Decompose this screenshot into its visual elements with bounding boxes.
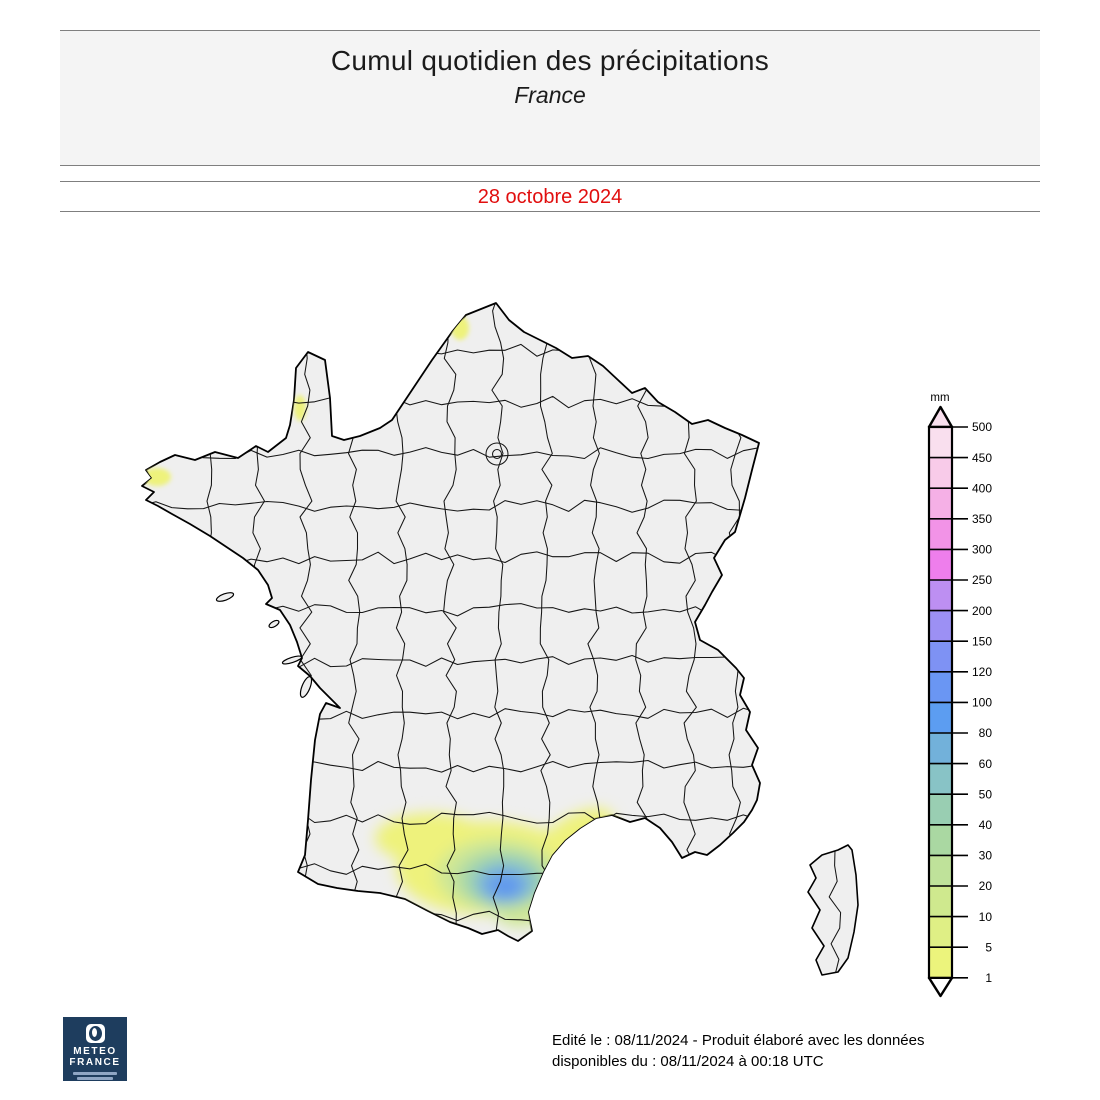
svg-text:150: 150 (972, 634, 992, 648)
legend-arrow-up (927, 405, 954, 429)
svg-text:350: 350 (972, 512, 992, 526)
svg-text:300: 300 (972, 543, 992, 557)
page-subtitle: France (514, 82, 586, 108)
island-noirmoutier (268, 619, 280, 629)
footer-line-2: disponibles du : 08/11/2024 à 00:18 UTC (552, 1052, 824, 1070)
svg-text:30: 30 (979, 849, 993, 863)
corsica-outline (807, 844, 859, 976)
legend-unit: mm (930, 392, 949, 404)
meteo-france-logo: METEO FRANCE (63, 1017, 127, 1081)
meteo-france-icon (85, 1024, 105, 1043)
precipitation-layer (143, 316, 615, 927)
logo-line-2: FRANCE (69, 1057, 121, 1068)
legend-segments (929, 427, 952, 978)
svg-text:60: 60 (979, 757, 993, 771)
date-banner: 28 octobre 2024 (60, 181, 1040, 212)
page-title: Cumul quotidien des précipitations (330, 45, 770, 76)
logo-tagline-bar (77, 1077, 113, 1080)
svg-text:5: 5 (985, 940, 992, 954)
island-oleron (299, 676, 313, 698)
svg-text:120: 120 (972, 665, 992, 679)
logo-line-1: METEO (73, 1046, 117, 1057)
island-belle-ile (215, 592, 235, 602)
svg-text:40: 40 (979, 818, 993, 832)
svg-text:20: 20 (979, 879, 993, 893)
footer-line-1: Edité le : 08/11/2024 - Produit élaboré … (552, 1032, 925, 1049)
svg-text:400: 400 (972, 481, 992, 495)
svg-text:1: 1 (985, 971, 992, 985)
svg-text:100: 100 (972, 696, 992, 710)
header: Cumul quotidien des précipitations Franc… (60, 30, 1040, 166)
svg-text:50: 50 (979, 787, 993, 801)
svg-text:500: 500 (972, 420, 992, 434)
footer-text: Edité le : 08/11/2024 - Produit élaboré … (552, 1031, 924, 1072)
svg-text:450: 450 (972, 451, 992, 465)
svg-text:80: 80 (979, 726, 993, 740)
svg-text:200: 200 (972, 604, 992, 618)
legend-frame (927, 425, 954, 979)
logo-tagline-bar (73, 1072, 117, 1075)
legend-labels: 500 450 400 350 300 250 200 150 120 100 … (972, 420, 992, 985)
paris-boundary (491, 448, 503, 460)
legend-arrow-down (927, 976, 954, 998)
island-re (281, 655, 303, 665)
rain-spot-pas-de-calais (451, 316, 469, 340)
paris-region-boundary (485, 442, 509, 466)
svg-text:10: 10 (979, 910, 993, 924)
rain-spot-cotentin (294, 395, 306, 421)
date-text: 28 octobre 2024 (477, 186, 623, 208)
legend: mm (927, 392, 992, 998)
rain-spot-finistere (143, 468, 171, 486)
svg-text:250: 250 (972, 573, 992, 587)
legend-ticks (929, 426, 968, 979)
